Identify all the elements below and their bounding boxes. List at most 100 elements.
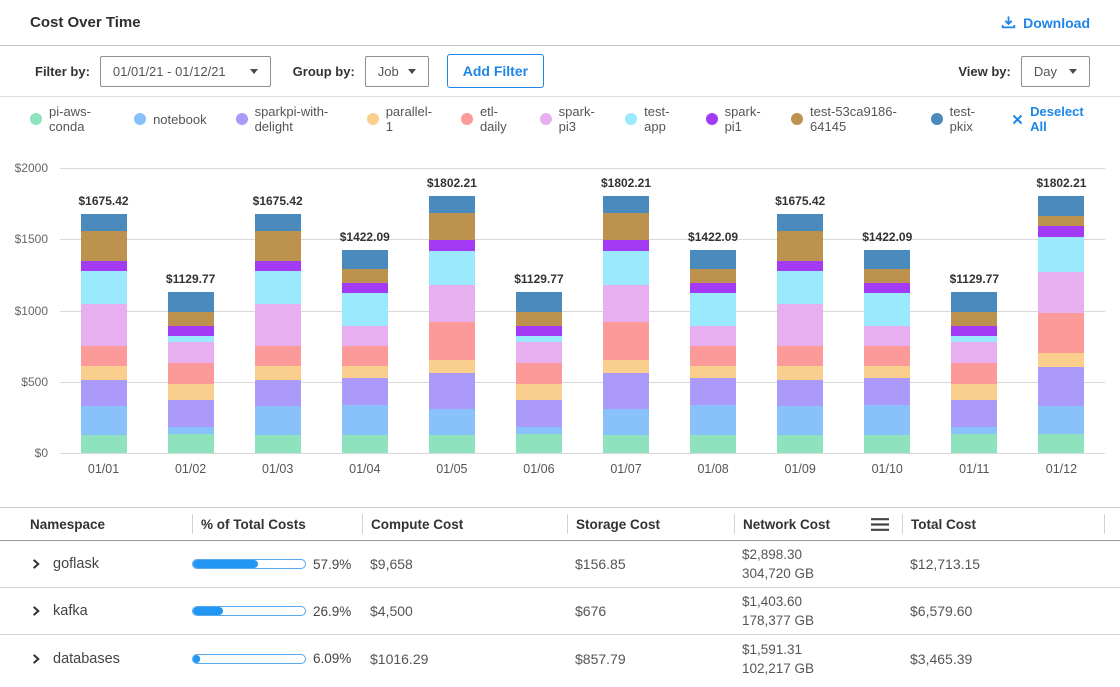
bar-segment-spark-pi3[interactable] [1038,271,1085,313]
col-header-compute[interactable]: Compute Cost [362,514,567,534]
bar-segment-spark-pi3[interactable] [864,326,911,347]
bar-segment-parallel-1[interactable] [515,383,562,400]
col-header-total[interactable]: Total Cost [902,514,1105,534]
bar-segment-test-app[interactable] [1038,237,1085,272]
legend-item-pi-aws-conda[interactable]: pi-aws-conda [30,104,105,134]
bar-segment-test-app[interactable] [864,293,911,327]
bar-segment-pi-aws-conda[interactable] [690,434,737,453]
bar-segment-notebook[interactable] [864,405,911,435]
bar-segment-sparkpi-with-delight[interactable] [341,378,388,406]
bar-segment-sparkpi-with-delight[interactable] [1038,366,1085,407]
bar-segment-test-53ca9186-64145[interactable] [864,268,911,283]
row-expand-icon[interactable] [30,605,41,617]
bar-segment-notebook[interactable] [428,409,475,436]
bar-segment-pi-aws-conda[interactable] [951,433,998,453]
bar-segment-etl-daily[interactable] [951,363,998,384]
bar-segment-sparkpi-with-delight[interactable] [254,380,301,406]
bar-segment-sparkpi-with-delight[interactable] [777,380,824,406]
bar-segment-test-app[interactable] [428,251,475,285]
bar-segment-sparkpi-with-delight[interactable] [80,380,127,406]
bar-segment-test-pkix[interactable] [428,196,475,213]
bar-segment-spark-pi3[interactable] [341,326,388,347]
bar-segment-spark-pi1[interactable] [254,261,301,272]
bar-segment-sparkpi-with-delight[interactable] [515,399,562,427]
bar-segment-pi-aws-conda[interactable] [167,433,214,453]
bar-segment-spark-pi3[interactable] [167,342,214,364]
bar-segment-test-app[interactable] [603,251,649,285]
bar-segment-parallel-1[interactable] [690,366,737,379]
bar-segment-pi-aws-conda[interactable] [603,435,649,453]
bar-segment-test-pkix[interactable] [515,292,562,312]
bar-segment-test-app[interactable] [80,271,127,304]
bar-segment-etl-daily[interactable] [428,322,475,360]
bar-segment-test-53ca9186-64145[interactable] [80,231,127,262]
bar-segment-pi-aws-conda[interactable] [80,434,127,453]
bar-segment-pi-aws-conda[interactable] [1038,433,1085,453]
bar-segment-parallel-1[interactable] [951,383,998,400]
bar-segment-test-pkix[interactable] [254,214,301,232]
bar-segment-spark-pi1[interactable] [341,282,388,294]
bar-segment-spark-pi3[interactable] [80,303,127,346]
bar-segment-spark-pi1[interactable] [603,240,649,252]
bar-segment-etl-daily[interactable] [515,363,562,384]
bar-segment-sparkpi-with-delight[interactable] [428,372,475,410]
bar-segment-sparkpi-with-delight[interactable] [690,378,737,406]
bar-segment-spark-pi1[interactable] [1038,226,1085,238]
group-by-dropdown[interactable]: Job [364,55,429,87]
bar-segment-test-pkix[interactable] [951,292,998,312]
col-header-network[interactable]: Network Cost [734,514,902,534]
legend-item-sparkpi-with-delight[interactable]: sparkpi-with-delight [235,104,338,134]
bar-segment-test-app[interactable] [515,336,562,343]
stacked-bar-01/08[interactable] [690,250,737,453]
bar-segment-pi-aws-conda[interactable] [341,434,388,453]
legend-item-notebook[interactable]: notebook [134,112,207,127]
bar-segment-parallel-1[interactable] [341,366,388,379]
bar-segment-notebook[interactable] [777,405,824,435]
bar-segment-spark-pi1[interactable] [690,282,737,294]
bar-segment-test-53ca9186-64145[interactable] [1038,216,1085,227]
bar-segment-test-53ca9186-64145[interactable] [777,231,824,262]
bar-segment-test-pkix[interactable] [80,214,127,232]
bar-segment-test-53ca9186-64145[interactable] [428,212,475,241]
bar-segment-test-53ca9186-64145[interactable] [603,212,649,241]
bar-segment-notebook[interactable] [515,426,562,434]
bar-segment-spark-pi3[interactable] [777,303,824,346]
bar-segment-spark-pi1[interactable] [864,282,911,294]
bar-segment-etl-daily[interactable] [80,345,127,367]
legend-item-etl-daily[interactable]: etl-daily [460,104,511,134]
legend-item-test-53ca9186-64145[interactable]: test-53ca9186-64145 [791,104,902,134]
bar-segment-spark-pi3[interactable] [690,326,737,347]
bar-segment-test-app[interactable] [341,293,388,327]
bar-segment-test-pkix[interactable] [341,250,388,269]
bar-segment-spark-pi1[interactable] [167,325,214,337]
bar-segment-etl-daily[interactable] [167,363,214,384]
bar-segment-pi-aws-conda[interactable] [428,435,475,453]
date-range-dropdown[interactable]: 01/01/21 - 01/12/21 [99,55,271,87]
bar-segment-notebook[interactable] [690,405,737,435]
bar-segment-test-53ca9186-64145[interactable] [690,268,737,283]
bar-segment-pi-aws-conda[interactable] [864,434,911,453]
legend-item-spark-pi1[interactable]: spark-pi1 [705,104,762,134]
bar-segment-test-app[interactable] [254,271,301,304]
bar-segment-pi-aws-conda[interactable] [515,433,562,453]
bar-segment-test-pkix[interactable] [1038,196,1085,217]
bar-segment-etl-daily[interactable] [690,346,737,367]
bar-segment-spark-pi3[interactable] [603,284,649,323]
bar-segment-pi-aws-conda[interactable] [777,434,824,453]
bar-segment-test-pkix[interactable] [690,250,737,269]
bar-segment-spark-pi1[interactable] [951,325,998,337]
bar-segment-test-53ca9186-64145[interactable] [254,231,301,262]
bar-segment-test-app[interactable] [951,336,998,343]
bar-segment-notebook[interactable] [341,405,388,435]
stacked-bar-01/09[interactable] [777,214,824,453]
column-menu-icon[interactable] [870,517,890,532]
download-button[interactable]: Download [1001,15,1090,31]
stacked-bar-01/04[interactable] [341,250,388,453]
row-expand-icon[interactable] [30,558,41,570]
stacked-bar-01/02[interactable] [167,292,214,453]
col-header-namespace[interactable]: Namespace [30,516,106,532]
bar-segment-test-pkix[interactable] [603,196,649,213]
bar-segment-test-pkix[interactable] [167,292,214,312]
bar-segment-test-53ca9186-64145[interactable] [167,311,214,326]
bar-segment-spark-pi1[interactable] [80,261,127,272]
